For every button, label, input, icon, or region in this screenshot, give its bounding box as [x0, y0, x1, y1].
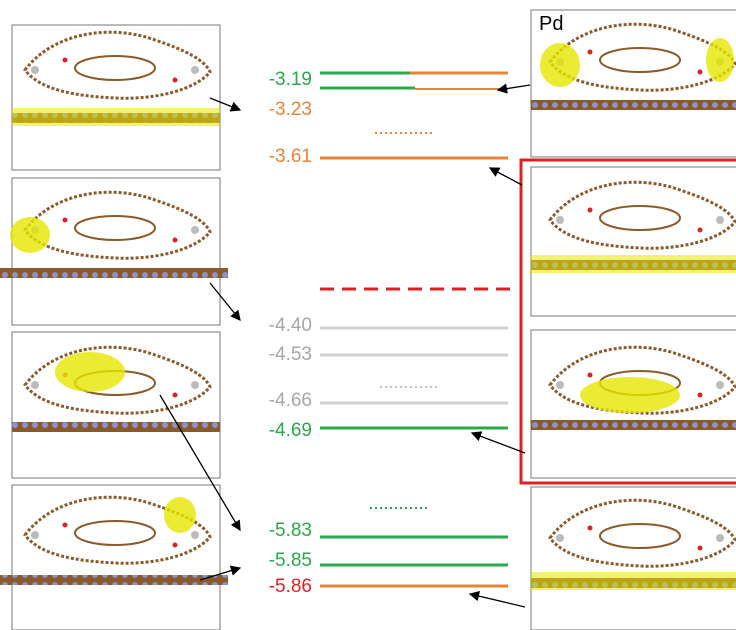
- page: Pd -3.19 -3.23 -3.61 -4.40 -4.53 -4.66 -4.69 -5…: [0, 0, 736, 630]
- extra-lines: [320, 88, 512, 508]
- panel-label: Pd: [539, 13, 563, 35]
- level-label: -4.40: [269, 315, 312, 336]
- level-label: -4.69: [269, 420, 312, 441]
- panel: [12, 178, 220, 325]
- level-label: -5.85: [269, 550, 312, 571]
- right-panels: Pd: [521, 10, 736, 630]
- left-panels: [0, 25, 228, 630]
- level-label: -4.53: [269, 344, 312, 365]
- level-label: -3.23: [269, 99, 312, 120]
- panel: [12, 332, 220, 478]
- level-label: -4.66: [269, 390, 312, 411]
- level-label: -3.19: [269, 69, 312, 90]
- level-label: -3.61: [269, 146, 312, 167]
- level-label: -5.83: [269, 520, 312, 541]
- figure: Pd -3.19 -3.23 -3.61 -4.40 -4.53 -4.66 -4.69 -5…: [0, 0, 736, 630]
- level-label: -5.86: [269, 576, 312, 597]
